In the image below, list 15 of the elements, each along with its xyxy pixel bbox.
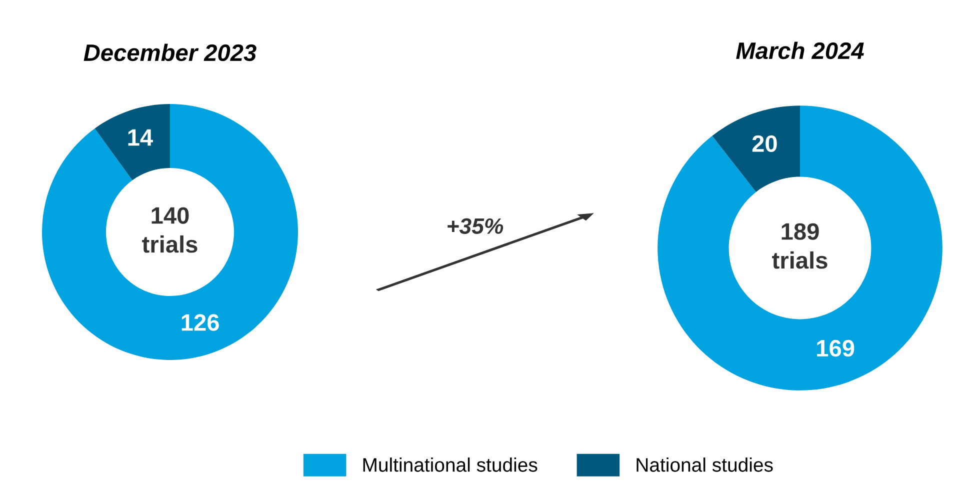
- data-label: 20: [752, 135, 777, 152]
- text: +35%: [448, 218, 504, 234]
- text: 189 trials: [772, 223, 828, 269]
- data-label: 169: [817, 340, 854, 357]
- chart-title: March 2024: [736, 42, 864, 60]
- donut-slice: [94, 104, 170, 180]
- data-label: 126: [182, 314, 219, 331]
- donut-slice: [658, 106, 942, 390]
- donut-slice: [42, 104, 298, 360]
- legend-label: National studies: [636, 458, 773, 472]
- data-label: 14: [128, 129, 153, 146]
- donut-slice: [712, 106, 800, 192]
- text: 140 trials: [142, 207, 198, 253]
- chart-title: December 2023: [84, 44, 256, 62]
- legend-label: Multinational studies: [363, 458, 538, 472]
